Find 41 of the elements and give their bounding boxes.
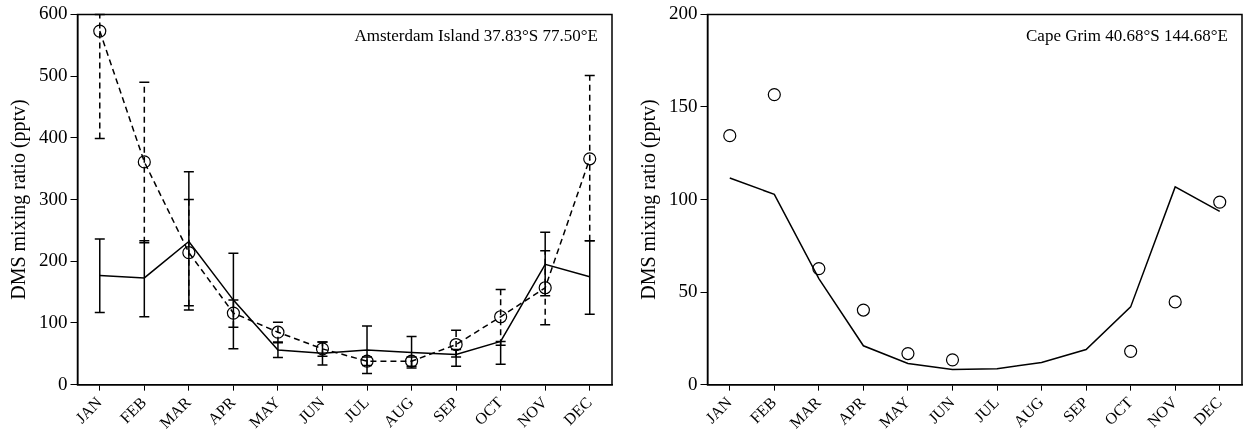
x-tick-label: FEB — [746, 393, 780, 427]
point — [494, 310, 508, 324]
annotation: Amsterdam Island 37.83°S 77.50°E — [354, 26, 598, 46]
y-tick-label: 0 — [688, 372, 698, 394]
x-tick-label: FEB — [116, 393, 150, 427]
point — [137, 155, 151, 169]
point — [723, 129, 737, 143]
point — [767, 87, 781, 102]
point — [812, 261, 826, 276]
y-tick-label: 200 — [39, 249, 68, 271]
x-tick-label: JUL — [970, 393, 1003, 426]
point — [271, 325, 285, 339]
x-tick-label: SEP — [429, 393, 462, 426]
y-tick-label: 200 — [669, 2, 698, 24]
point — [856, 303, 870, 317]
point — [449, 337, 463, 352]
point — [901, 346, 915, 361]
point — [583, 152, 597, 166]
point — [1124, 344, 1138, 358]
point — [945, 353, 960, 367]
y-tick-label: 50 — [678, 280, 698, 302]
y-tick-label: 600 — [39, 2, 68, 24]
y-tick-label: 0 — [58, 372, 68, 394]
point — [538, 281, 552, 295]
point — [360, 354, 374, 368]
y-axis-title: DMS mixing ratio (pptv) — [637, 99, 661, 300]
point — [1213, 195, 1227, 209]
x-tick-label: JUL — [340, 393, 373, 426]
y-axis-title: DMS mixing ratio (pptv) — [7, 99, 31, 300]
y-tick-label: 400 — [39, 125, 68, 147]
point — [93, 24, 107, 38]
x-tick-label: SEP — [1059, 393, 1092, 426]
y-tick-label: 100 — [39, 310, 68, 332]
annotation: Cape Grim 40.68°S 144.68°E — [1026, 26, 1228, 46]
y-tick-label: 150 — [669, 94, 698, 116]
y-tick-label: 500 — [39, 64, 68, 86]
point — [182, 245, 196, 260]
point — [1168, 295, 1182, 309]
point — [226, 306, 240, 320]
y-tick-label: 100 — [669, 187, 698, 209]
y-tick-label: 300 — [39, 187, 68, 209]
